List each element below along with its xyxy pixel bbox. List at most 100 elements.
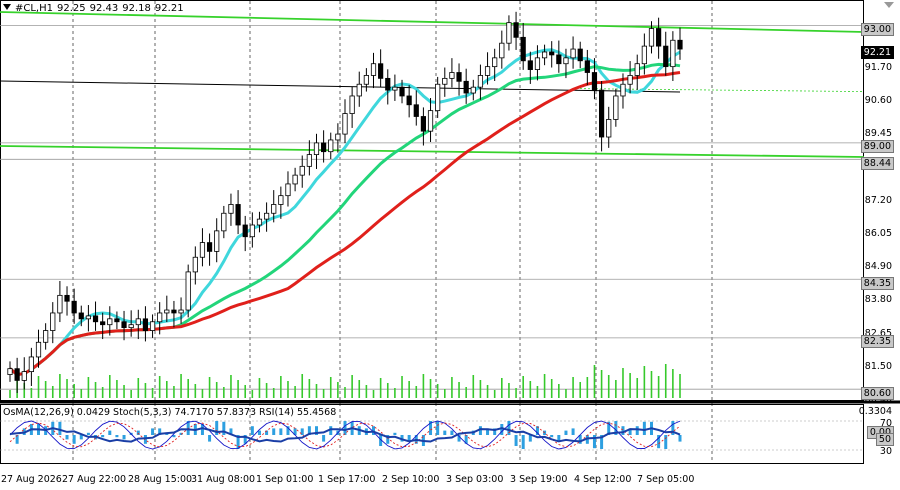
price-axis-label: 89.45 xyxy=(864,128,892,139)
candle-body xyxy=(271,204,277,214)
candle-body xyxy=(306,154,312,167)
candle-body xyxy=(477,75,484,88)
level-tag[interactable]: 88.44 xyxy=(860,157,894,170)
candle-body xyxy=(349,95,355,114)
candle-body xyxy=(442,77,448,85)
candle-body xyxy=(206,242,213,252)
candle-body xyxy=(584,60,590,73)
candle-body xyxy=(492,57,498,68)
chart-scroll-marker-icon[interactable] xyxy=(884,2,894,8)
candle-body xyxy=(677,39,683,50)
indicator-axis-label: 30 xyxy=(879,446,892,457)
candle-body xyxy=(292,174,298,185)
candle-body xyxy=(121,321,127,329)
osma-value: 0.0429 xyxy=(76,407,111,418)
candle-body xyxy=(413,104,419,117)
time-axis-label: 4 Sep 12:00 xyxy=(574,474,632,485)
time-axis-label: 3 Sep 03:00 xyxy=(446,474,504,485)
candle-body xyxy=(114,318,120,323)
level-tag[interactable]: 84.35 xyxy=(860,277,894,290)
oscillator-lines xyxy=(0,420,864,451)
rsi-label: RSI(14) xyxy=(259,407,294,418)
open-value: 92.25 xyxy=(57,3,86,14)
candle-body xyxy=(256,218,263,226)
candle-body xyxy=(85,315,92,320)
candle-body xyxy=(78,312,84,320)
candle-body xyxy=(128,324,134,329)
candle-body xyxy=(435,83,441,112)
level-tag[interactable]: 89.00 xyxy=(860,140,894,153)
candle-body xyxy=(249,224,255,238)
candle-body xyxy=(420,116,427,132)
dropdown-triangle-icon[interactable] xyxy=(3,4,11,10)
price-axis-label: 83.80 xyxy=(864,294,892,305)
candle-body xyxy=(92,315,99,323)
channel-middle-line xyxy=(0,80,681,93)
candle-body xyxy=(185,271,191,311)
indicator-level-tag: 50 xyxy=(875,433,894,446)
candle-body xyxy=(228,204,234,214)
candle-body xyxy=(192,256,198,273)
channel-upper-line xyxy=(0,11,865,33)
candle-body xyxy=(356,83,362,97)
candle-body xyxy=(335,133,341,141)
candle-body xyxy=(506,22,512,44)
stoch-label: Stoch(5,3,3) xyxy=(113,407,172,418)
candle-body xyxy=(670,39,676,68)
candle-body xyxy=(634,63,640,76)
candle-body xyxy=(299,165,305,176)
moving-averages xyxy=(9,48,681,377)
candle-body xyxy=(656,28,662,47)
candle-body xyxy=(627,75,633,85)
slow-moving-average-line xyxy=(9,71,681,377)
candle-body xyxy=(263,212,270,220)
candle-body xyxy=(641,45,647,65)
candle-body xyxy=(591,72,598,91)
rsi-line xyxy=(9,427,681,443)
candle-body xyxy=(342,113,348,135)
candle-body xyxy=(199,242,206,258)
candle-body xyxy=(14,368,20,381)
candle-body xyxy=(43,330,49,343)
trend-channel[interactable] xyxy=(0,11,865,158)
price-axis-label: 87.20 xyxy=(864,195,892,206)
candle-body xyxy=(406,95,412,106)
price-axis-label: 86.05 xyxy=(864,228,892,239)
candle-body xyxy=(606,119,612,138)
candle-body xyxy=(178,309,184,314)
price-axis-label: 84.90 xyxy=(864,261,892,272)
candle-body xyxy=(235,204,241,226)
candle-body xyxy=(378,63,384,79)
stochastic-signal-line xyxy=(9,422,681,448)
candle-body xyxy=(107,318,113,326)
level-tag[interactable]: 93.00 xyxy=(860,23,894,36)
time-axis-label: 1 Sep 17:00 xyxy=(318,474,376,485)
candle-body xyxy=(556,54,562,65)
low-value: 92.18 xyxy=(122,3,151,14)
candle-body xyxy=(563,57,569,65)
candle-body xyxy=(456,72,462,82)
candle-body xyxy=(470,86,476,94)
level-tag[interactable]: 80.60 xyxy=(860,387,894,400)
candle-body xyxy=(620,83,626,97)
indicator-header: OsMA(12,26,9) 0.0429 Stoch(5,3,3) 74.7170 57… xyxy=(3,407,339,418)
candle-body xyxy=(648,28,655,47)
level-tag[interactable]: 82.35 xyxy=(860,335,894,348)
price-axis-label: 81.50 xyxy=(864,361,892,372)
candle-body xyxy=(484,66,491,76)
indicator-axis-label: 0.3304 xyxy=(858,406,892,417)
candle-body xyxy=(164,309,170,314)
horizontal-levels xyxy=(0,25,864,390)
candle-body xyxy=(242,224,248,238)
high-value: 92.43 xyxy=(89,3,119,14)
candle-body xyxy=(21,371,27,381)
chart-header: #CL,H1 92.25 92.43 92.18 92.21 xyxy=(3,3,188,14)
fast-moving-average-line xyxy=(9,48,681,377)
candle-body xyxy=(363,75,369,85)
support-dotted-line xyxy=(579,88,863,92)
indicator-axis-label: 70 xyxy=(879,418,892,429)
candle-body xyxy=(527,60,533,70)
candle-body xyxy=(171,309,177,314)
osma-label: OsMA(12,26,9) xyxy=(3,407,74,418)
